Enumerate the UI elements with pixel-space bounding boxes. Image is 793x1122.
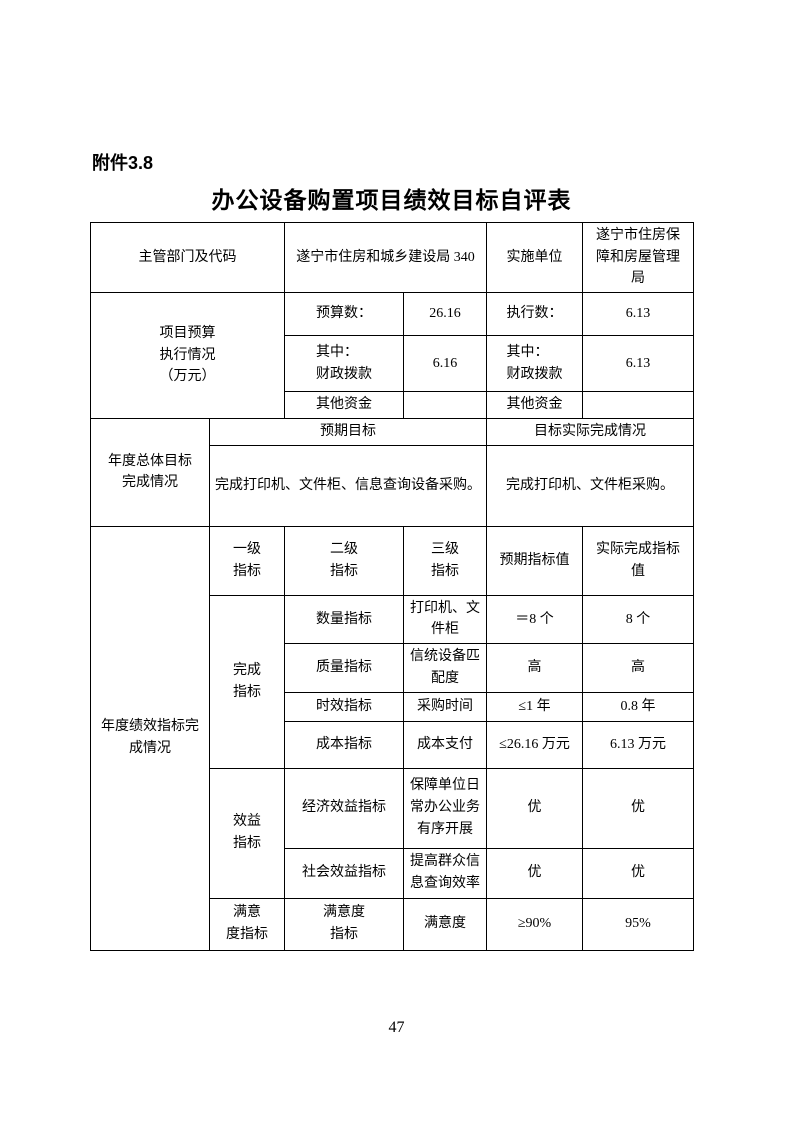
- indicator-expected: 优: [486, 847, 583, 899]
- table-row: 社会效益指标 提高群众信 息查询效率 优 优: [91, 847, 694, 899]
- indicator-actual: 优: [582, 847, 694, 899]
- expected-value-header: 预期指标值: [486, 525, 583, 596]
- budget-number-label: 预算数：: [284, 292, 404, 337]
- indicator-actual: 高: [582, 643, 694, 693]
- table-row: 年度总体目标 完成情况 预期目标 目标实际完成情况: [90, 417, 694, 527]
- table-row: 其他资金 其他资金: [91, 391, 694, 419]
- actual-value-header: 实际完成指标 值: [582, 525, 694, 596]
- completion-group-label: 完成 指标: [209, 594, 285, 769]
- fiscal-allocation-budget-value: 6.16: [403, 335, 487, 393]
- indicator-actual: 优: [582, 767, 694, 849]
- indicator-level2: 时效指标: [284, 691, 404, 722]
- indicator-expected: ≥90%: [486, 897, 583, 951]
- satisfaction-group-label: 满意 度指标: [209, 897, 285, 951]
- indicator-level2: 经济效益指标: [284, 767, 404, 849]
- table-row: 项目预算 执行情况 （万元） 预算数： 26.16 执行数： 6.13: [90, 292, 694, 419]
- actual-goal-header: 目标实际完成情况: [486, 417, 694, 446]
- level1-header: 一级 指标: [209, 525, 285, 596]
- indicator-expected: ≤26.16 万元: [486, 720, 583, 769]
- execution-number-label: 执行数：: [486, 292, 583, 337]
- document-title: 办公设备购置项目绩效目标自评表: [211, 187, 572, 213]
- indicator-level3: 采购时间: [403, 691, 487, 722]
- attachment-label: 附件3.8: [92, 153, 154, 173]
- indicator-level3: 保障单位日 常办公业务 有序开展: [403, 767, 487, 849]
- expected-goal-header: 预期目标: [209, 417, 487, 446]
- indicator-level2: 质量指标: [284, 643, 404, 693]
- fiscal-allocation-label-text: 其中： 财政拨款: [316, 344, 372, 382]
- page-number: 47: [388, 1019, 405, 1036]
- indicator-expected: ＝8 个: [486, 594, 583, 645]
- fiscal-allocation-budget-label: 其中： 财政拨款: [284, 335, 404, 393]
- table-row: 成本指标 成本支付 ≤26.16 万元 6.13 万元: [91, 720, 694, 769]
- indicator-level2: 成本指标: [284, 720, 404, 769]
- table-row: 满意 度指标 满意度 指标 满意度 ≥90% 95%: [91, 897, 694, 951]
- fiscal-allocation-execution-label: 其中： 财政拨款: [486, 335, 583, 393]
- indicator-expected: 优: [486, 767, 583, 849]
- dept-code-label: 主管部门及代码: [90, 221, 285, 294]
- table-row: 完成打印机、文件柜、信息查询设备采购。 完成打印机、文件柜采购。: [91, 444, 694, 527]
- other-funds-budget-value: [403, 391, 487, 419]
- expected-goal-text: 完成打印机、文件柜、信息查询设备采购。: [209, 444, 487, 527]
- indicator-level3: 提高群众信 息查询效率: [403, 847, 487, 899]
- budget-section-label: 项目预算 执行情况 （万元）: [90, 292, 285, 419]
- indicator-level2: 满意度 指标: [284, 897, 404, 951]
- other-funds-budget-label: 其他资金: [284, 391, 404, 419]
- other-funds-execution-value: [582, 391, 694, 419]
- fiscal-allocation-label-text: 其中： 财政拨款: [506, 344, 563, 382]
- indicator-expected: ≤1 年: [486, 691, 583, 722]
- dept-code-value: 遂宁市住房和城乡建设局 340: [284, 221, 487, 294]
- other-funds-execution-label: 其他资金: [486, 391, 583, 419]
- self-evaluation-table: 主管部门及代码 遂宁市住房和城乡建设局 340 实施单位 遂宁市住房保 障和房屋…: [90, 221, 694, 951]
- budget-number-value: 26.16: [403, 292, 487, 337]
- impl-unit-value: 遂宁市住房保 障和房屋管理 局: [582, 221, 694, 294]
- execution-number-value: 6.13: [582, 292, 694, 337]
- indicator-actual: 8 个: [582, 594, 694, 645]
- table-row: 其中： 财政拨款 6.16 其中： 财政拨款 6.13: [91, 335, 694, 393]
- indicator-level2: 数量指标: [284, 594, 404, 645]
- benefit-group-label: 效益 指标: [209, 767, 285, 899]
- indicator-actual: 0.8 年: [582, 691, 694, 722]
- level2-header: 二级 指标: [284, 525, 404, 596]
- indicators-section-label: 年度绩效指标完 成情况: [90, 525, 210, 951]
- indicator-level2: 社会效益指标: [284, 847, 404, 899]
- table-row: 质量指标 信统设备匹 配度 高 高: [91, 643, 694, 693]
- table-row: 效益 指标 经济效益指标 保障单位日 常办公业务 有序开展 优 优: [91, 767, 694, 899]
- indicator-level3: 成本支付: [403, 720, 487, 769]
- annual-goal-section-label: 年度总体目标 完成情况: [90, 417, 210, 527]
- table-row: 年度绩效指标完 成情况 一级 指标 二级 指标 三级 指标 预期指标值 实际完成…: [90, 525, 694, 951]
- table-row: 主管部门及代码 遂宁市住房和城乡建设局 340 实施单位 遂宁市住房保 障和房屋…: [90, 221, 694, 294]
- level3-header: 三级 指标: [403, 525, 487, 596]
- indicator-actual: 95%: [582, 897, 694, 951]
- indicator-level3: 打印机、文 件柜: [403, 594, 487, 645]
- indicator-expected: 高: [486, 643, 583, 693]
- indicator-level3: 满意度: [403, 897, 487, 951]
- indicator-actual: 6.13 万元: [582, 720, 694, 769]
- table-row: 时效指标 采购时间 ≤1 年 0.8 年: [91, 691, 694, 722]
- impl-unit-label: 实施单位: [486, 221, 583, 294]
- actual-goal-text: 完成打印机、文件柜采购。: [486, 444, 694, 527]
- fiscal-allocation-execution-value: 6.13: [582, 335, 694, 393]
- indicator-level3: 信统设备匹 配度: [403, 643, 487, 693]
